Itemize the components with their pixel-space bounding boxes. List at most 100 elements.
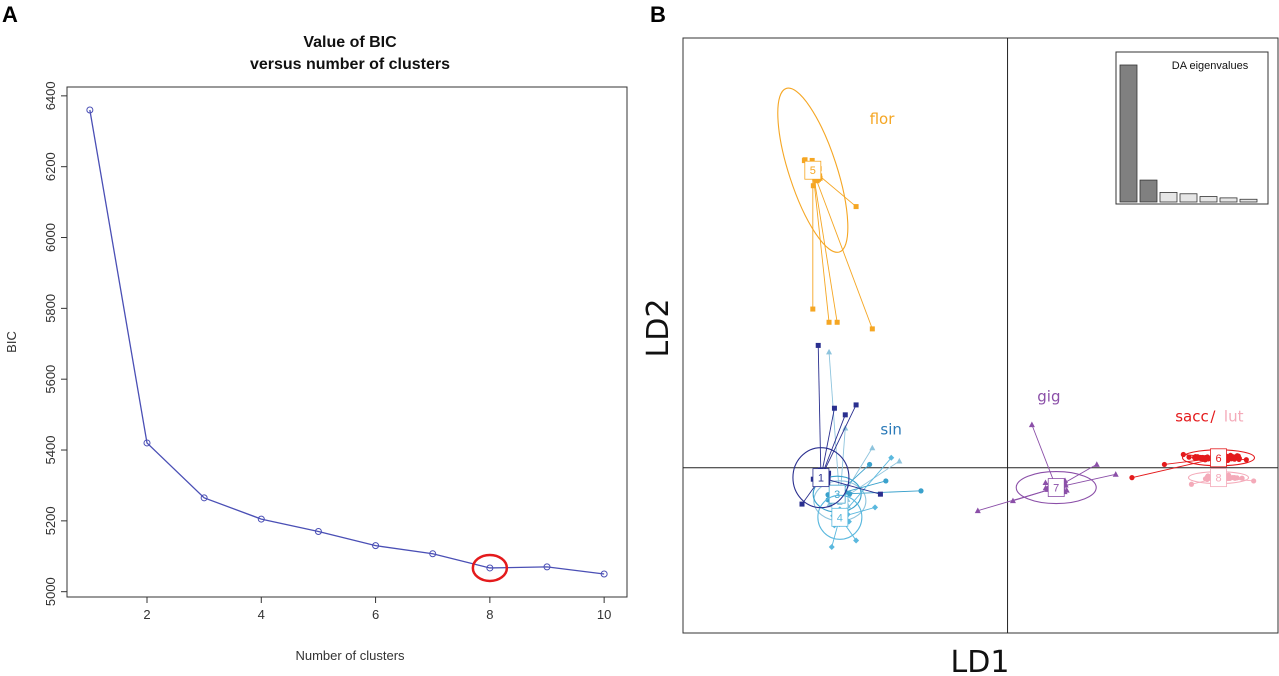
panel-a-label: A (2, 2, 18, 27)
data-point (831, 405, 837, 411)
data-point (872, 504, 879, 511)
bic-point (314, 527, 322, 535)
data-point (974, 507, 981, 514)
bic-y-axis-label: BIC (4, 331, 19, 353)
centroid-link (817, 345, 822, 478)
x-tick-label: 8 (486, 607, 493, 622)
centroid-link (839, 457, 892, 518)
data-point (1042, 484, 1049, 491)
centroid-link (820, 408, 835, 478)
y-tick-label: 5000 (43, 577, 58, 606)
cluster-6: 6 (1129, 448, 1256, 481)
bic-y-axis: 5000 5200 5400 5600 5800 6000 6200 6400 (43, 81, 67, 606)
bic-point (200, 494, 208, 502)
data-point (809, 157, 815, 163)
inertia-ellipse (1015, 471, 1097, 505)
bic-point (143, 439, 151, 447)
data-point (1112, 471, 1119, 477)
group-label-lut: lut (1224, 407, 1244, 425)
data-point (1188, 481, 1195, 487)
data-point (1239, 475, 1245, 481)
data-point (810, 183, 816, 189)
data-point (1231, 475, 1238, 481)
centroid-link (820, 414, 846, 478)
cluster-8: 8 (1187, 468, 1257, 488)
y-tick-label: 6400 (43, 81, 58, 110)
cluster-1: 1 (792, 342, 883, 509)
cluster-id-box (1210, 448, 1227, 468)
cluster-id-label: 8 (1215, 473, 1221, 485)
data-point (826, 348, 833, 355)
centroid-link (1031, 424, 1057, 488)
y-tick-label: 5600 (43, 365, 58, 394)
data-point (1009, 497, 1016, 504)
eigenvalue-bar (1119, 64, 1138, 203)
dapc-plot-frame (682, 37, 1279, 634)
data-point (834, 319, 840, 325)
cluster-id-box (804, 160, 822, 180)
bic-line (89, 109, 605, 575)
data-point (826, 319, 832, 325)
data-point (1028, 421, 1035, 428)
data-point (842, 412, 848, 418)
data-point (1199, 454, 1205, 461)
dapc-axis-lines (683, 38, 1278, 633)
inertia-ellipse (792, 447, 850, 509)
centroid-link (820, 404, 857, 478)
bic-chart-subtitle: versus number of clusters (250, 56, 450, 73)
data-point (847, 491, 853, 497)
eigenvalue-bar (1159, 192, 1178, 203)
data-point (1042, 479, 1049, 486)
data-point (883, 478, 889, 484)
centroid-link (812, 170, 830, 323)
y-tick-label: 5200 (43, 506, 58, 535)
bic-x-axis: 2 4 6 8 10 (143, 597, 611, 622)
data-point (1186, 454, 1192, 460)
eigenvalue-bar (1179, 193, 1198, 203)
data-point (853, 204, 859, 210)
cluster-5: 5 (777, 87, 875, 332)
y-tick-label: 5800 (43, 294, 58, 323)
data-point (869, 444, 876, 451)
cluster-id-box (1210, 468, 1227, 488)
cluster-id-label: 4 (837, 512, 843, 524)
bic-point (257, 515, 265, 523)
data-point (1129, 475, 1135, 481)
dapc-x-axis-label: LD1 (951, 645, 1010, 676)
group-label-sin: sin (880, 421, 902, 439)
x-tick-label: 4 (258, 607, 265, 622)
data-point (1202, 476, 1209, 482)
group-label-sacc: sacc (1175, 407, 1209, 425)
bic-point (86, 106, 94, 114)
eigenvalues-inset: DA eigenvalues (1115, 51, 1269, 205)
inertia-ellipse (817, 494, 863, 540)
data-point (1180, 451, 1186, 458)
cluster-id-label: 7 (1053, 483, 1059, 495)
dapc-group-labels: flor sin gig sacc / lut (870, 110, 1244, 439)
data-point (918, 488, 924, 494)
data-point (1251, 478, 1257, 484)
y-tick-label: 6200 (43, 152, 58, 181)
data-point (888, 454, 895, 461)
eigenvalue-bar (1239, 198, 1258, 203)
cluster-id-label: 5 (810, 165, 816, 177)
bic-point (543, 563, 551, 571)
cluster-7: 7 (974, 421, 1119, 514)
data-point (1195, 455, 1201, 461)
cluster-id-box (812, 468, 830, 488)
group-label-gig: gig (1037, 388, 1060, 406)
y-tick-label: 6000 (43, 223, 58, 252)
eigenvalue-bar (1219, 197, 1238, 203)
data-point (1161, 461, 1168, 468)
panel-b-label: B (650, 2, 666, 27)
cluster-id-label: 6 (1215, 453, 1221, 465)
group-label-slash: / (1210, 407, 1216, 425)
bic-point (372, 542, 380, 550)
data-point (1243, 457, 1249, 463)
cluster-id-label: 1 (818, 473, 824, 485)
cluster-3: 3 (812, 461, 924, 513)
data-point (877, 491, 883, 497)
bic-point (429, 550, 437, 558)
dapc-y-axis-label: LD2 (641, 299, 676, 358)
